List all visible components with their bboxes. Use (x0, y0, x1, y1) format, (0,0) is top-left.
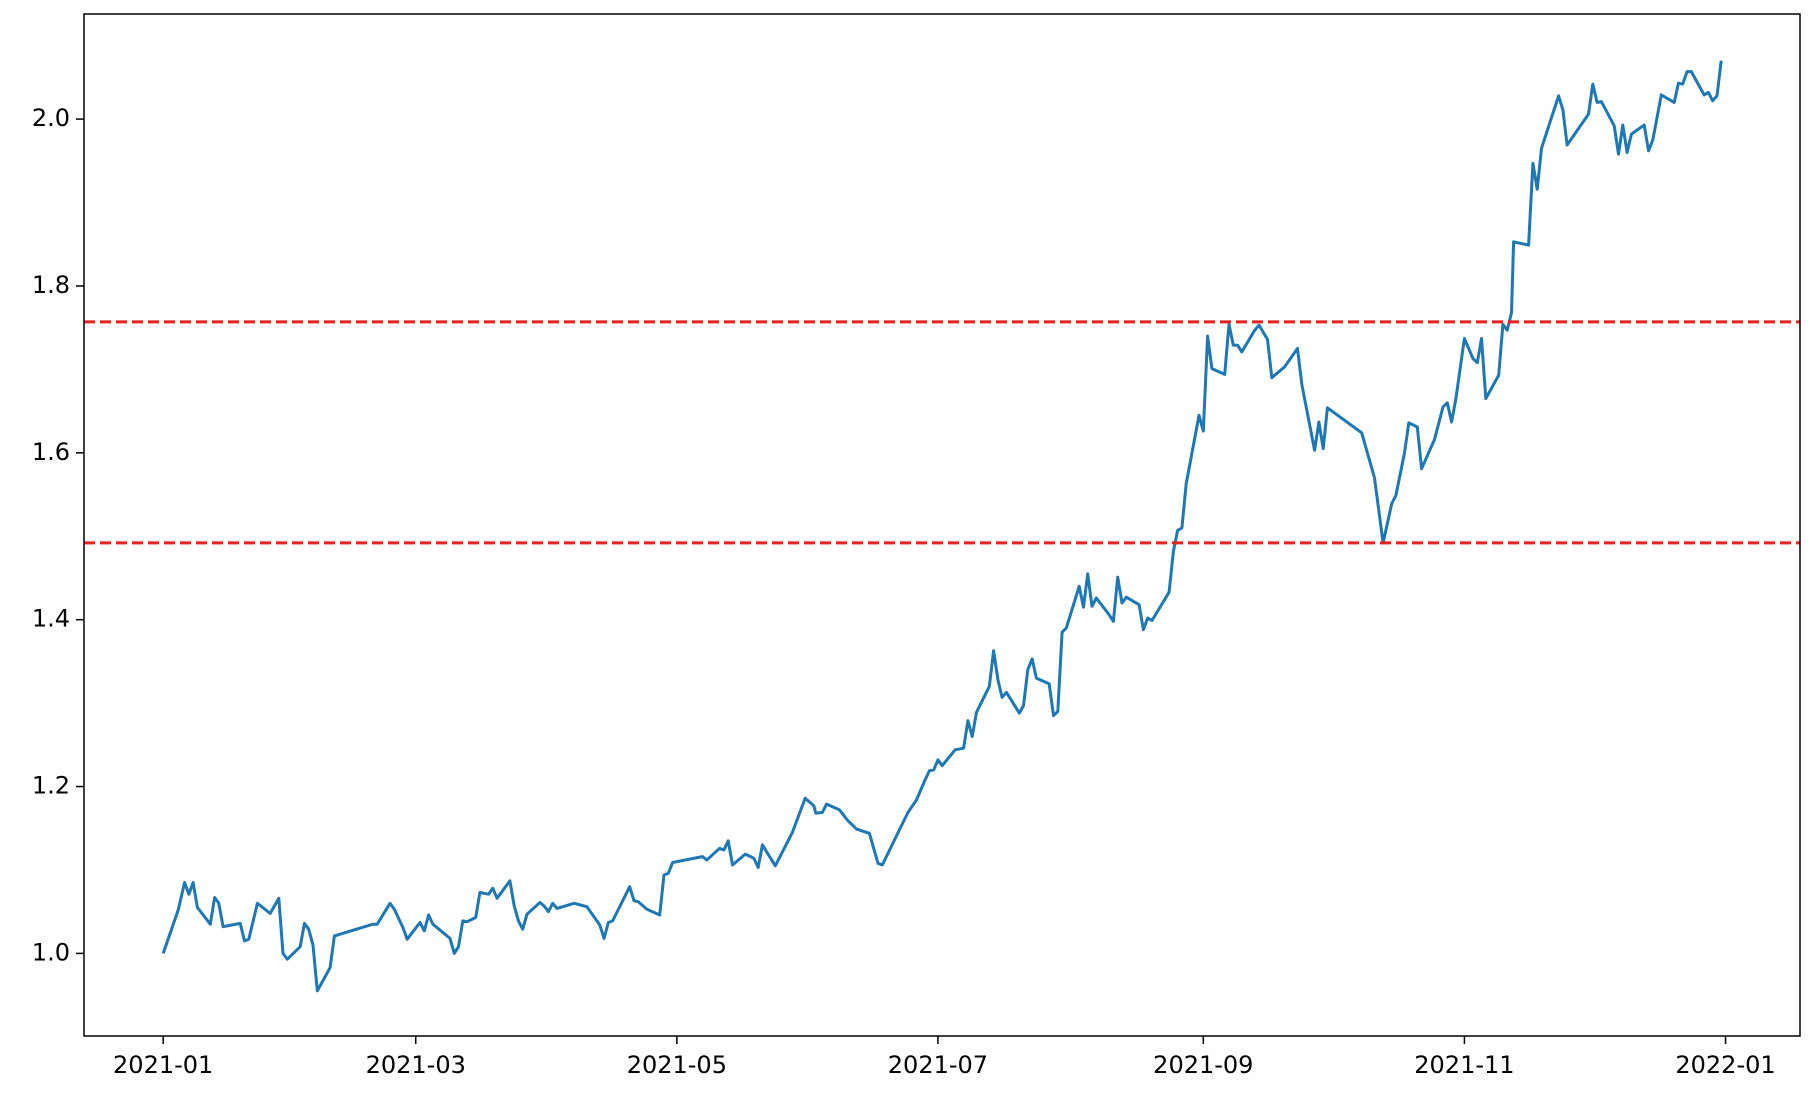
y-tick-label: 1.8 (32, 271, 70, 299)
x-tick-label: 2021-03 (366, 1051, 466, 1079)
y-tick-label: 1.0 (32, 938, 70, 966)
x-tick-label: 2021-11 (1414, 1051, 1514, 1079)
y-tick-label: 1.6 (32, 438, 70, 466)
plot-frame (83, 13, 1801, 1037)
x-tick-label: 2021-01 (113, 1051, 213, 1079)
y-tick-label: 2.0 (32, 104, 70, 132)
x-tick-label: 2021-05 (627, 1051, 727, 1079)
y-tick-label: 1.2 (32, 772, 70, 800)
x-tick-label: 2022-01 (1675, 1051, 1775, 1079)
data-line (161, 60, 1723, 993)
x-tick-label: 2021-09 (1153, 1051, 1253, 1079)
y-tick-label: 1.4 (32, 605, 70, 633)
x-tick-label: 2021-07 (888, 1051, 988, 1079)
